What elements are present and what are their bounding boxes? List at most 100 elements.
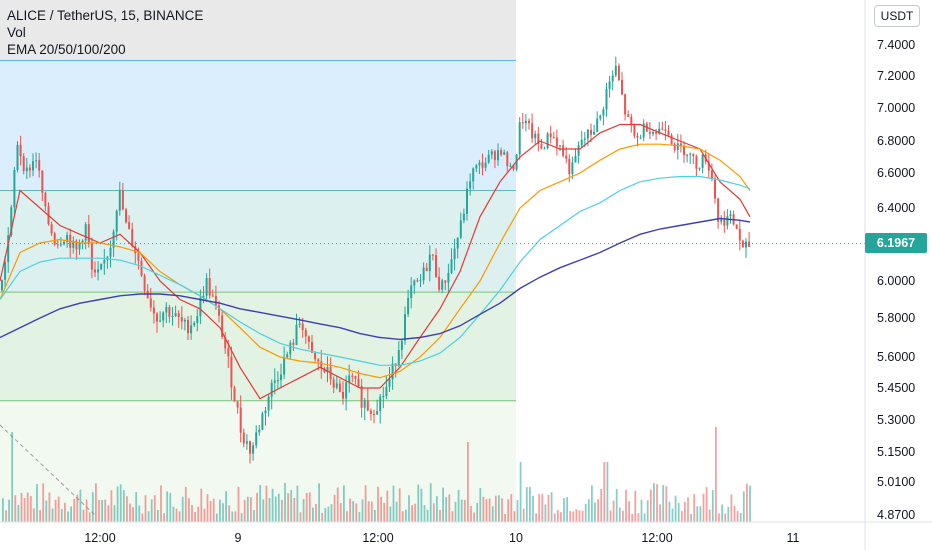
- volume-bar: [454, 501, 457, 522]
- legend-indicator[interactable]: EMA 20/50/100/200: [7, 42, 126, 57]
- volume-bar: [578, 510, 581, 522]
- volume-bar: [57, 496, 60, 522]
- volume-bar: [234, 511, 237, 522]
- volume-bar: [308, 492, 311, 522]
- candle-body: [109, 247, 112, 257]
- candle-body: [252, 445, 255, 454]
- candle-body: [407, 298, 410, 315]
- volume-bar: [463, 499, 466, 522]
- candle-body: [44, 192, 47, 207]
- volume-bar: [479, 487, 482, 522]
- volume-bar: [212, 498, 215, 522]
- candle-body: [245, 441, 248, 444]
- candle-body: [481, 162, 484, 168]
- candle-body: [103, 260, 106, 264]
- volume-bar: [302, 499, 305, 522]
- candle-body: [695, 156, 698, 169]
- volume-bar: [634, 490, 637, 522]
- candle-body: [283, 357, 286, 375]
- candle-body: [534, 133, 537, 139]
- candle-body: [726, 216, 729, 226]
- candle-body: [112, 231, 115, 248]
- candle-body: [720, 219, 723, 222]
- y-tick-label: 5.1500: [877, 445, 915, 459]
- y-tick-label: 7.4000: [877, 38, 915, 52]
- candle-body: [183, 319, 186, 322]
- volume-bar: [727, 506, 730, 522]
- candle-body: [642, 123, 645, 138]
- volume-bar: [163, 513, 165, 522]
- candle-body: [115, 210, 118, 232]
- volume-bar: [724, 513, 727, 522]
- candle-body: [425, 267, 428, 272]
- volume-bar: [587, 499, 590, 522]
- volume-bar: [553, 513, 556, 522]
- candle-body: [490, 151, 493, 155]
- volume-bar: [622, 510, 624, 522]
- candle-body: [735, 224, 738, 229]
- volume-bar: [336, 487, 339, 522]
- y-tick-label: 5.3000: [877, 413, 915, 427]
- candle-body: [273, 380, 276, 383]
- ema-line-1: [0, 123, 751, 400]
- volume-bar: [188, 498, 190, 522]
- volume-bar: [45, 500, 48, 522]
- volume-bar: [606, 462, 609, 522]
- legend-volume[interactable]: Vol: [7, 25, 26, 40]
- candle-body: [270, 382, 273, 397]
- candle-body: [286, 354, 289, 358]
- volume-bar: [746, 483, 748, 522]
- candle-body: [4, 261, 7, 280]
- candle-body: [59, 244, 62, 246]
- candle-body: [354, 375, 357, 379]
- volume-bar: [70, 506, 72, 522]
- volume-bar: [358, 512, 361, 522]
- volume-bar: [498, 495, 500, 522]
- volume-bar: [445, 497, 448, 522]
- volume-bar: [256, 492, 258, 522]
- candle-body: [351, 375, 354, 377]
- candle-body: [366, 400, 369, 411]
- volume-bar: [42, 483, 45, 522]
- candle-body: [617, 65, 620, 81]
- volume-bar: [209, 501, 212, 522]
- candle-body: [35, 160, 38, 162]
- volume-bar: [324, 508, 327, 522]
- candle-body: [335, 383, 338, 388]
- candle-body: [224, 336, 227, 349]
- blue-zone: [0, 60, 516, 191]
- volume-bar: [73, 498, 76, 522]
- volume-bar: [296, 485, 299, 522]
- y-tick-label: 5.6000: [877, 350, 915, 364]
- volume-bar: [659, 504, 661, 522]
- candle-body: [478, 162, 481, 166]
- candle-body: [187, 319, 189, 334]
- candle-body: [236, 401, 239, 408]
- y-tick-label: 6.6000: [877, 166, 915, 180]
- volume-bar: [510, 494, 513, 522]
- volume-bar: [408, 495, 410, 522]
- candle-body: [652, 132, 654, 134]
- candle-body: [435, 255, 437, 277]
- candle-body: [416, 280, 419, 282]
- candle-body: [180, 317, 183, 322]
- volume-bar: [677, 502, 680, 522]
- candle-body: [385, 386, 388, 397]
- currency-badge[interactable]: USDT: [874, 5, 920, 27]
- volume-bar: [64, 502, 66, 522]
- candle-body: [453, 248, 456, 260]
- candle-body: [605, 88, 608, 110]
- candle-body: [555, 137, 558, 147]
- volume-bar: [609, 510, 612, 522]
- volume-bar: [2, 498, 4, 522]
- candle-body: [255, 432, 258, 446]
- legend-symbol[interactable]: ALICE / TetherUS, 15, BINANCE: [7, 8, 204, 23]
- volume-bar: [206, 494, 209, 522]
- candle-body: [292, 342, 295, 345]
- volume-bar: [169, 492, 172, 522]
- dashed-trend-line: [0, 424, 96, 516]
- volume-bar: [563, 498, 565, 522]
- volume-bar: [401, 511, 404, 522]
